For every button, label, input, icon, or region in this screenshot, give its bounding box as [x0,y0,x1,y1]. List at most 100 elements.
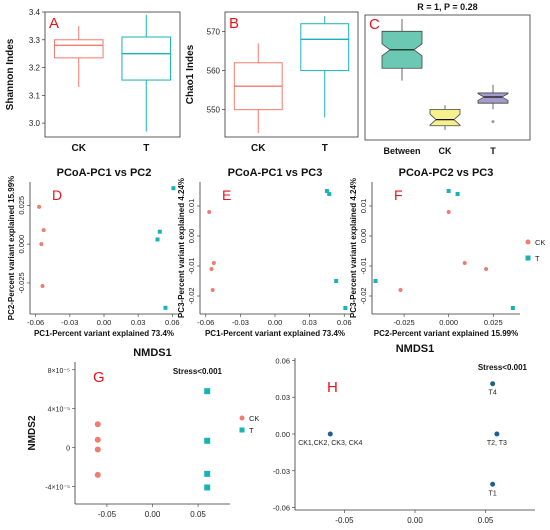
plot-frame [364,14,531,141]
legend-label: CK [535,238,545,247]
x-tick-label: -0.06 [197,318,214,327]
data-point [490,381,496,387]
data-point-ck [39,242,44,247]
y-tick-label: 0.00 [359,229,368,244]
y-axis-label: NMDS2 [27,415,38,450]
x-tick-label: -0.06 [27,318,44,327]
x-tick-label: -0.03 [232,318,249,327]
panel-letter: G [93,369,105,386]
data-point-ck [94,436,101,443]
x-tick-label: -0.03 [61,318,78,327]
x-tick-label: -0.05 [98,510,117,519]
y-axis-label: PC3-Percent variant explained 4.24% [349,178,358,318]
x-category-label: T [143,143,149,154]
y-tick-label: 0.00 [187,229,196,244]
legend-label: T [249,426,254,435]
x-tick-label: 0.03 [131,318,146,327]
notched-box-t [477,84,509,124]
chart-title: R = 1, P = 0.28 [417,2,477,12]
x-tick-label: 0.00 [407,516,423,525]
data-point-ck [94,421,101,428]
chart-title: PCoA-PC2 vs PC3 [399,167,494,179]
x-tick-label: 0.05 [478,516,494,525]
x-tick-label: 0.000 [439,318,458,327]
x-tick-label: 0.05 [190,510,206,519]
y-tick-label: -0.01 [187,257,196,274]
legend-label: CK [249,414,259,423]
panel-letter: F [394,187,403,203]
box-t [300,15,350,118]
data-point-t [204,437,211,444]
data-point-ck [446,210,451,214]
panel-letter: D [52,187,62,203]
legend-marker-t [239,427,245,433]
panel-letter: E [222,187,231,203]
x-category-label: CK [251,143,266,154]
panel-e: PCoA-PC1 vs PC3 E -0.06 -0.03 0.00 0.03 0.06 -0… [177,167,352,338]
y-tick-label: 0.00 [275,430,290,439]
data-point-t [446,189,451,193]
chart-title: NMDS1 [133,347,172,359]
data-point-ck [94,471,101,478]
data-point-ck [207,210,212,214]
y-tick-label: 3.4 [29,8,41,17]
y-tick-label: 4×10⁻⁵ [48,407,70,414]
data-point-ck [211,261,216,265]
stress-annotation: Stress<0.001 [478,363,528,372]
x-tick-label: -0.025 [393,318,414,327]
x-tick-label: 0.025 [484,318,503,327]
data-point-t [334,279,339,283]
y-tick-label: -0.02 [187,287,196,304]
data-point-t [157,229,162,234]
y-tick-label: 0.03 [275,393,290,402]
y-tick-label: 0.025 [17,196,26,215]
data-point-ck [209,267,214,271]
y-tick-label: -0.03 [273,467,290,476]
y-tick-label: 0.06 [275,356,290,365]
data-point-ck [398,288,403,292]
point-label: T2, T3 [487,440,507,447]
x-category-label: Between [383,146,420,156]
panel-letter: H [327,379,338,396]
y-tick-label: -0.01 [359,257,368,274]
data-point-ck [94,446,101,453]
x-category-label: CK [439,146,452,156]
panel-h: NMDS1 H Stress<0.001 -0.05 0.00 0.05 0.06 0.03 0… [273,343,535,525]
chart-title: PCoA-PC1 vs PC3 [228,167,323,179]
box-body [300,23,350,72]
data-point-t [373,279,378,283]
y-tick-label: 0.01 [187,199,196,214]
y-tick-label: 0.000 [17,235,26,254]
box-body [429,108,461,127]
notched-box-ck [429,105,461,130]
x-tick-label: 0.00 [97,318,112,327]
data-point-t [510,306,515,310]
box-ck [53,25,104,87]
data-point-ck [462,261,467,265]
legend-marker-ck [525,239,531,245]
x-axis-label: PC1-Percent variant explained 73.4% [205,329,345,338]
data-point-ck [40,284,45,289]
y-tick-label: 550 [207,106,221,115]
data-point-t [155,237,160,242]
x-category-label: CK [72,143,87,154]
y-tick-label: 0.01 [359,199,368,214]
data-point [494,431,500,437]
y-axis-label: PC3-Percent variant explained 4.24% [177,178,186,318]
x-tick-label: 0.00 [145,510,161,519]
panel-f: PCoA-PC2 vs PC3 F -0.025 0.000 0.025 -0.02 -0.… [349,167,545,338]
box-body [477,92,509,104]
panel-letter: A [49,15,59,32]
y-tick-label: 0 [66,446,70,453]
y-tick-label: 3.2 [29,64,41,73]
point-label: CK1,CK2, CK3, CK4 [298,440,362,447]
panel-letter: B [229,15,239,32]
x-tick-label: -0.05 [335,516,354,525]
outlier-point [491,120,495,124]
x-category-label: T [322,143,328,154]
data-point-t [324,189,329,193]
y-tick-label: 3.1 [29,91,41,100]
panel-c: R = 1, P = 0.28 C Between CK T [364,2,531,156]
data-point-t [171,186,176,191]
y-tick-label: -0.06 [273,504,290,513]
